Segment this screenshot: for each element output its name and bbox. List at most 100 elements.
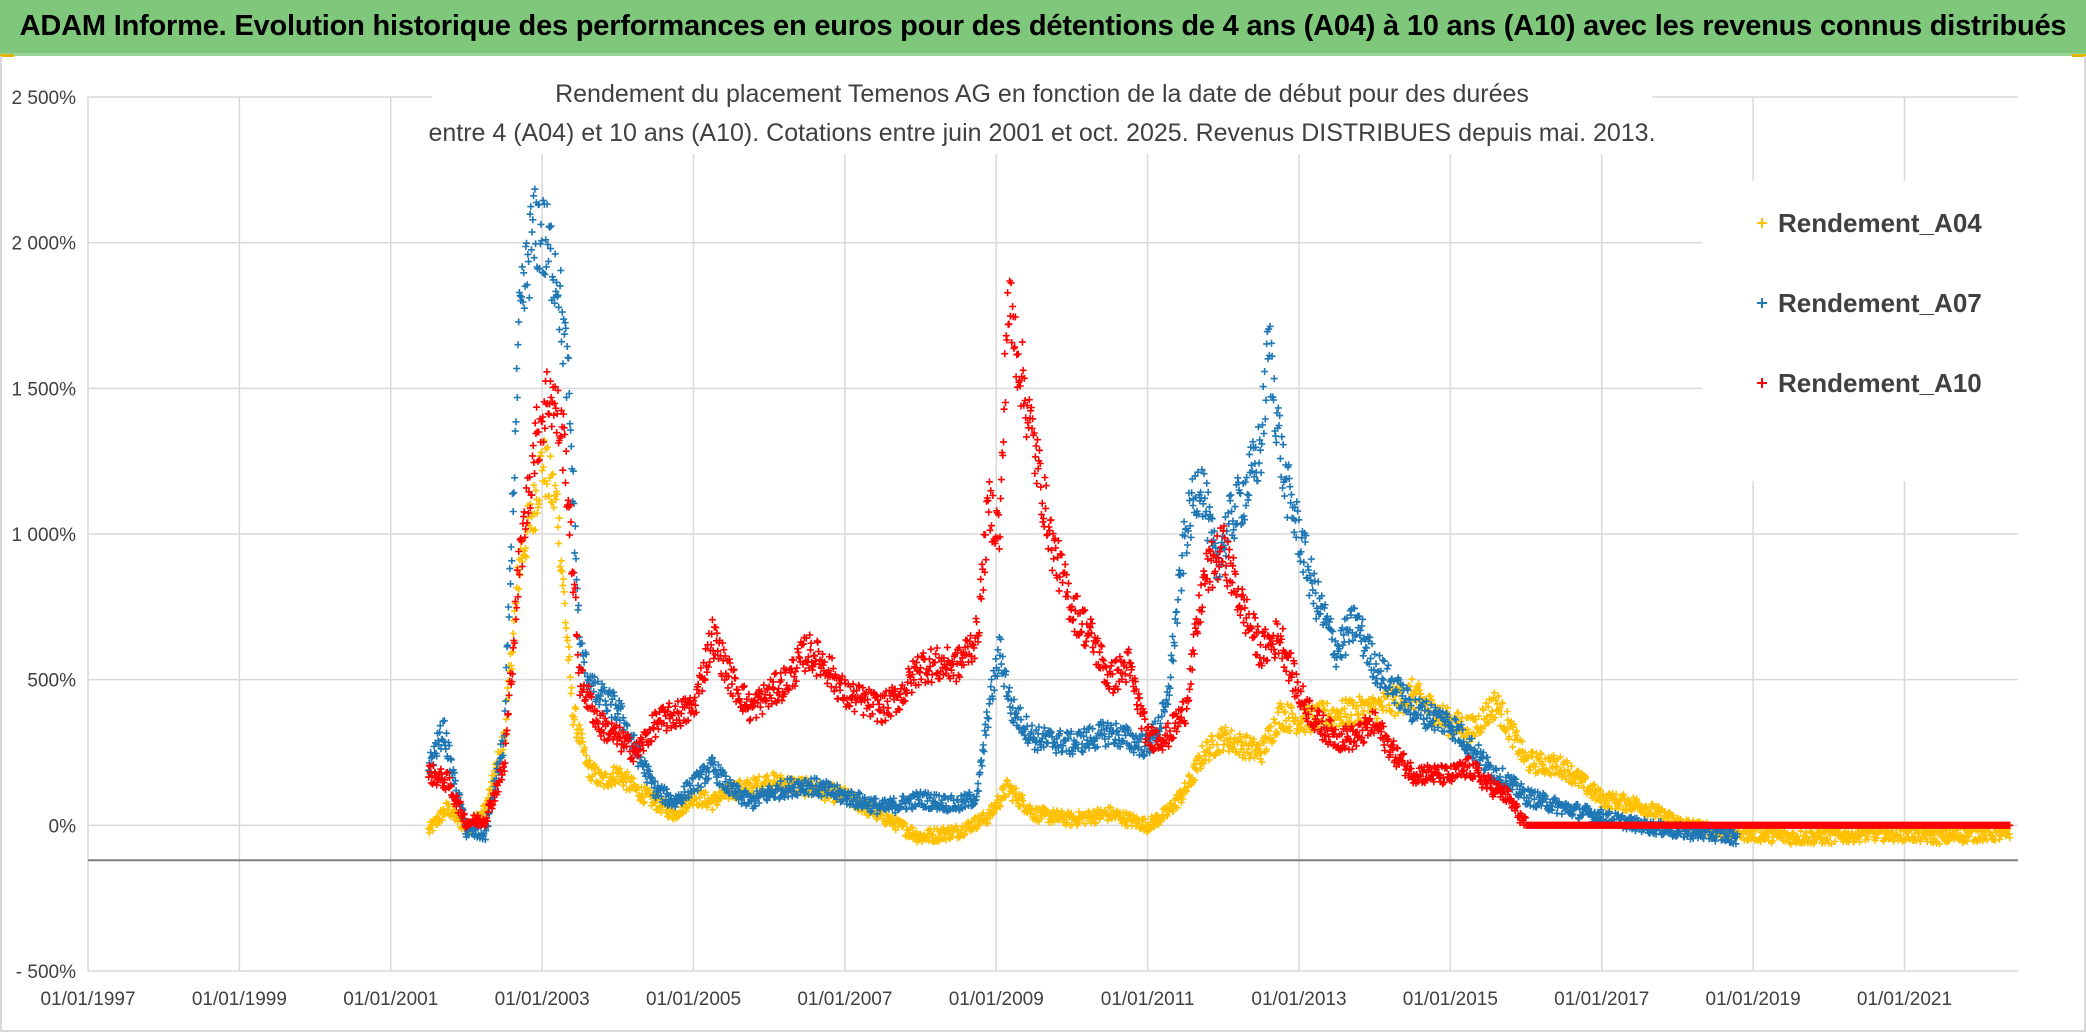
data-point (1295, 516, 1303, 524)
data-point (640, 769, 648, 777)
data-point (1272, 438, 1280, 446)
data-point (708, 754, 716, 762)
data-point (1282, 708, 1289, 716)
data-point (1490, 689, 1498, 697)
data-point (1237, 490, 1244, 497)
data-point (541, 271, 549, 278)
data-point (1485, 718, 1493, 726)
x-tick-label: 01/01/2019 (1706, 989, 1801, 1010)
data-point (1509, 743, 1517, 751)
data-point (435, 741, 443, 749)
x-tick-label: 01/01/2011 (1101, 989, 1195, 1010)
data-point (698, 771, 706, 778)
chart-title-line-1: Rendement du placement Temenos AG en fon… (555, 80, 1529, 108)
data-point (438, 816, 446, 824)
data-point (996, 803, 1004, 811)
data-point (568, 712, 576, 720)
data-point (566, 653, 574, 661)
data-point (577, 725, 585, 733)
x-tick-label: 01/01/2021 (1857, 989, 1952, 1010)
data-point (1180, 518, 1188, 526)
data-point (618, 702, 626, 710)
data-point (538, 237, 546, 245)
data-point (542, 263, 550, 271)
data-point (1275, 720, 1283, 728)
data-point (1260, 739, 1268, 747)
data-point (1323, 699, 1331, 707)
data-point (1206, 503, 1213, 511)
data-point (1286, 727, 1294, 735)
data-point (901, 819, 909, 827)
data-point (720, 646, 728, 654)
data-point (1261, 368, 1269, 375)
data-point (992, 655, 1000, 663)
data-point (436, 722, 444, 730)
series-Rendement_A07 (425, 185, 1741, 848)
data-point (713, 629, 721, 637)
data-point (1245, 754, 1253, 762)
corner-mark-left (0, 54, 14, 57)
data-point (1376, 652, 1383, 660)
data-point (518, 263, 526, 271)
data-point (663, 809, 670, 817)
data-point (1028, 722, 1036, 729)
data-point (1270, 375, 1278, 383)
data-point (713, 801, 721, 809)
chart-title-background (432, 66, 1652, 154)
data-point (1196, 754, 1204, 762)
data-point (555, 514, 563, 522)
data-point (998, 796, 1005, 804)
data-point (604, 706, 611, 714)
data-point (1472, 716, 1480, 724)
data-point (753, 787, 761, 795)
grid-lines (87, 96, 2018, 972)
data-point (629, 775, 637, 783)
data-point (1269, 737, 1277, 744)
data-point (544, 443, 552, 451)
data-point (814, 638, 822, 646)
data-point (1012, 784, 1020, 792)
data-point (451, 769, 459, 777)
data-point (1510, 720, 1518, 728)
data-point (1150, 823, 1158, 831)
y-tick-label: 500% (27, 671, 76, 692)
data-point (663, 790, 671, 798)
data-point (1076, 819, 1083, 827)
data-point (445, 742, 453, 750)
data-point (755, 773, 763, 780)
data-point (1005, 684, 1013, 692)
data-point (1169, 807, 1177, 815)
data-point (630, 731, 638, 739)
x-tick-label: 01/01/2005 (646, 989, 741, 1010)
data-point (567, 442, 575, 450)
data-point (1177, 587, 1185, 595)
data-point (1341, 710, 1349, 718)
data-point (1255, 459, 1263, 467)
y-tick-label: 1 000% (12, 525, 77, 546)
data-point (442, 745, 450, 753)
data-point (518, 562, 526, 570)
data-point (990, 809, 998, 817)
data-point (616, 765, 624, 772)
data-point (529, 216, 537, 224)
data-point (572, 555, 580, 563)
x-axis-labels: 01/01/1997 01/01/1999 01/01/2001 01/01/2003… (40, 989, 1952, 1010)
data-point (807, 639, 815, 647)
data-point (884, 704, 892, 712)
data-point (1191, 776, 1199, 784)
data-point (566, 673, 574, 681)
data-point (1257, 469, 1265, 477)
data-point (580, 658, 588, 666)
data-point (1367, 654, 1375, 662)
x-tick-label: 01/01/2007 (797, 989, 892, 1010)
data-point (499, 751, 507, 759)
data-point (429, 827, 437, 834)
data-point (570, 500, 578, 507)
data-point (702, 788, 710, 796)
data-point (710, 758, 718, 766)
data-point (904, 665, 912, 673)
data-point (1384, 661, 1392, 669)
data-point (543, 480, 551, 488)
data-point (550, 504, 558, 512)
data-point (1589, 782, 1597, 790)
